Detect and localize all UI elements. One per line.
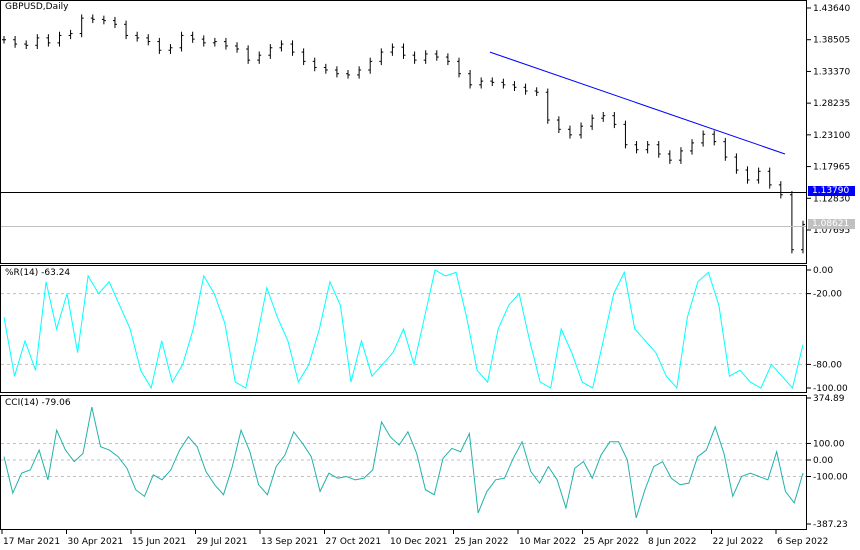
cci-pane (0, 395, 807, 530)
wpr-title: %R(14) -63.24 (5, 268, 71, 278)
date-tick-label: 22 Jul 2022 (713, 537, 764, 547)
wpr-line (3, 269, 804, 390)
cci-tick-label: 0.00 (813, 456, 833, 466)
wpr-tick-label: 0.00 (813, 266, 833, 276)
axes: 1.43640 1.38505 1.33370 1.28235 1.23100 1.179… (1, 4, 850, 547)
price-tick-label: 1.33370 (813, 67, 850, 77)
date-tick-label: 27 Oct 2021 (326, 537, 382, 547)
wpr-tick-label: -80.00 (813, 360, 842, 370)
cci-title: CCI(14) -79.06 (5, 398, 71, 408)
date-tick-label: 10 Mar 2022 (519, 537, 576, 547)
cci-tick-label: -100.00 (813, 473, 848, 483)
price-tick-label: 1.07695 (813, 226, 850, 236)
date-tick-label: 8 Jun 2022 (648, 537, 696, 547)
price-tick-label: 1.43640 (813, 4, 850, 14)
cci-tick-label: 374.89 (813, 394, 845, 404)
wpr-series (1, 269, 806, 390)
price-bars (1, 14, 806, 254)
trendline (489, 51, 786, 155)
cci-tick-label: -387.23 (813, 520, 848, 530)
date-tick-label: 13 Sep 2021 (261, 537, 318, 547)
price-title: GBPUSD,Daily (5, 2, 69, 12)
price-pane (0, 0, 807, 264)
date-tick-label: 10 Dec 2021 (390, 537, 448, 547)
bid-price-tag: 1.13790 (808, 186, 856, 196)
price-tick-label: 1.38505 (813, 36, 850, 46)
wpr-pane (0, 265, 807, 393)
date-tick-label: 6 Sep 2022 (777, 537, 828, 547)
date-tick-label: 25 Jan 2022 (455, 537, 509, 547)
date-tick-label: 15 Jun 2021 (132, 537, 186, 547)
cci-line (3, 406, 804, 518)
wpr-tick-label: -20.00 (813, 290, 842, 300)
date-tick-label: 25 Apr 2022 (584, 537, 640, 547)
date-tick-label: 29 Jul 2021 (197, 537, 248, 547)
cci-tick-label: 100.00 (813, 439, 845, 449)
price-tick-label: 1.12830 (813, 194, 850, 204)
date-tick-label: 17 Mar 2021 (3, 537, 60, 547)
price-tick-label: 1.17965 (813, 163, 850, 173)
price-tick-label: 1.28235 (813, 99, 850, 109)
wpr-tick-label: -100.00 (813, 384, 848, 394)
date-tick-label: 30 Apr 2021 (68, 537, 124, 547)
cci-series (1, 406, 806, 518)
last-price-tag: 1.08621 (808, 219, 856, 229)
price-tick-label: 1.23100 (813, 131, 850, 141)
